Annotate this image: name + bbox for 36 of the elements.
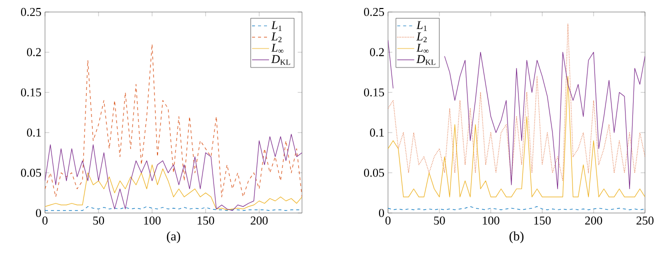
x-tick-label: 200 [585, 216, 602, 225]
y-tick-label: 0.1 [26, 128, 41, 137]
y-tick-label: 0.05 [364, 168, 384, 177]
x-tick-label: 50 [434, 216, 445, 225]
line-series [45, 134, 302, 211]
x-axis-title: (b) [510, 231, 524, 244]
x-tick-label: 150 [534, 216, 551, 225]
legend-label: L$_{1}$ [271, 21, 282, 31]
line-series [45, 44, 302, 198]
legend-label: L$_{1}$ [416, 21, 427, 31]
x-tick-label: 150 [198, 216, 214, 225]
y-tick-label: 0.15 [21, 88, 42, 96]
y-tick-label: 0 [378, 208, 384, 218]
x-tick-label: 50 [93, 216, 104, 225]
x-tick-label: 200 [250, 216, 268, 225]
y-tick-label: 0.25 [364, 8, 384, 16]
y-tick-label: 0.25 [21, 8, 42, 16]
x-tick-label: 0 [385, 216, 391, 225]
y-tick-label: 0.1 [370, 128, 384, 137]
legend-label: L$_{2}$ [416, 32, 427, 42]
x-tick-label: 100 [144, 216, 161, 225]
x-tick-label: 250 [636, 216, 654, 225]
y-tick-label: 0.2 [26, 48, 41, 56]
y-tick-label: 0 [36, 208, 42, 218]
line-series [45, 164, 302, 210]
y-tick-label: 0.2 [370, 48, 384, 56]
y-tick-label: 0.05 [21, 168, 42, 177]
legend-label: D$_{KL}$ [271, 55, 290, 65]
x-tick-label: 0 [42, 216, 48, 225]
x-tick-label: 100 [482, 216, 500, 225]
x-axis-title: (a) [166, 231, 180, 244]
y-tick-label: 0.15 [364, 88, 384, 96]
legend-label: L$_{∞}$ [416, 44, 429, 53]
legend-label: L$_{∞}$ [271, 44, 284, 53]
legend-label: D$_{KL}$ [416, 55, 436, 65]
legend-label: L$_{2}$ [271, 32, 282, 42]
